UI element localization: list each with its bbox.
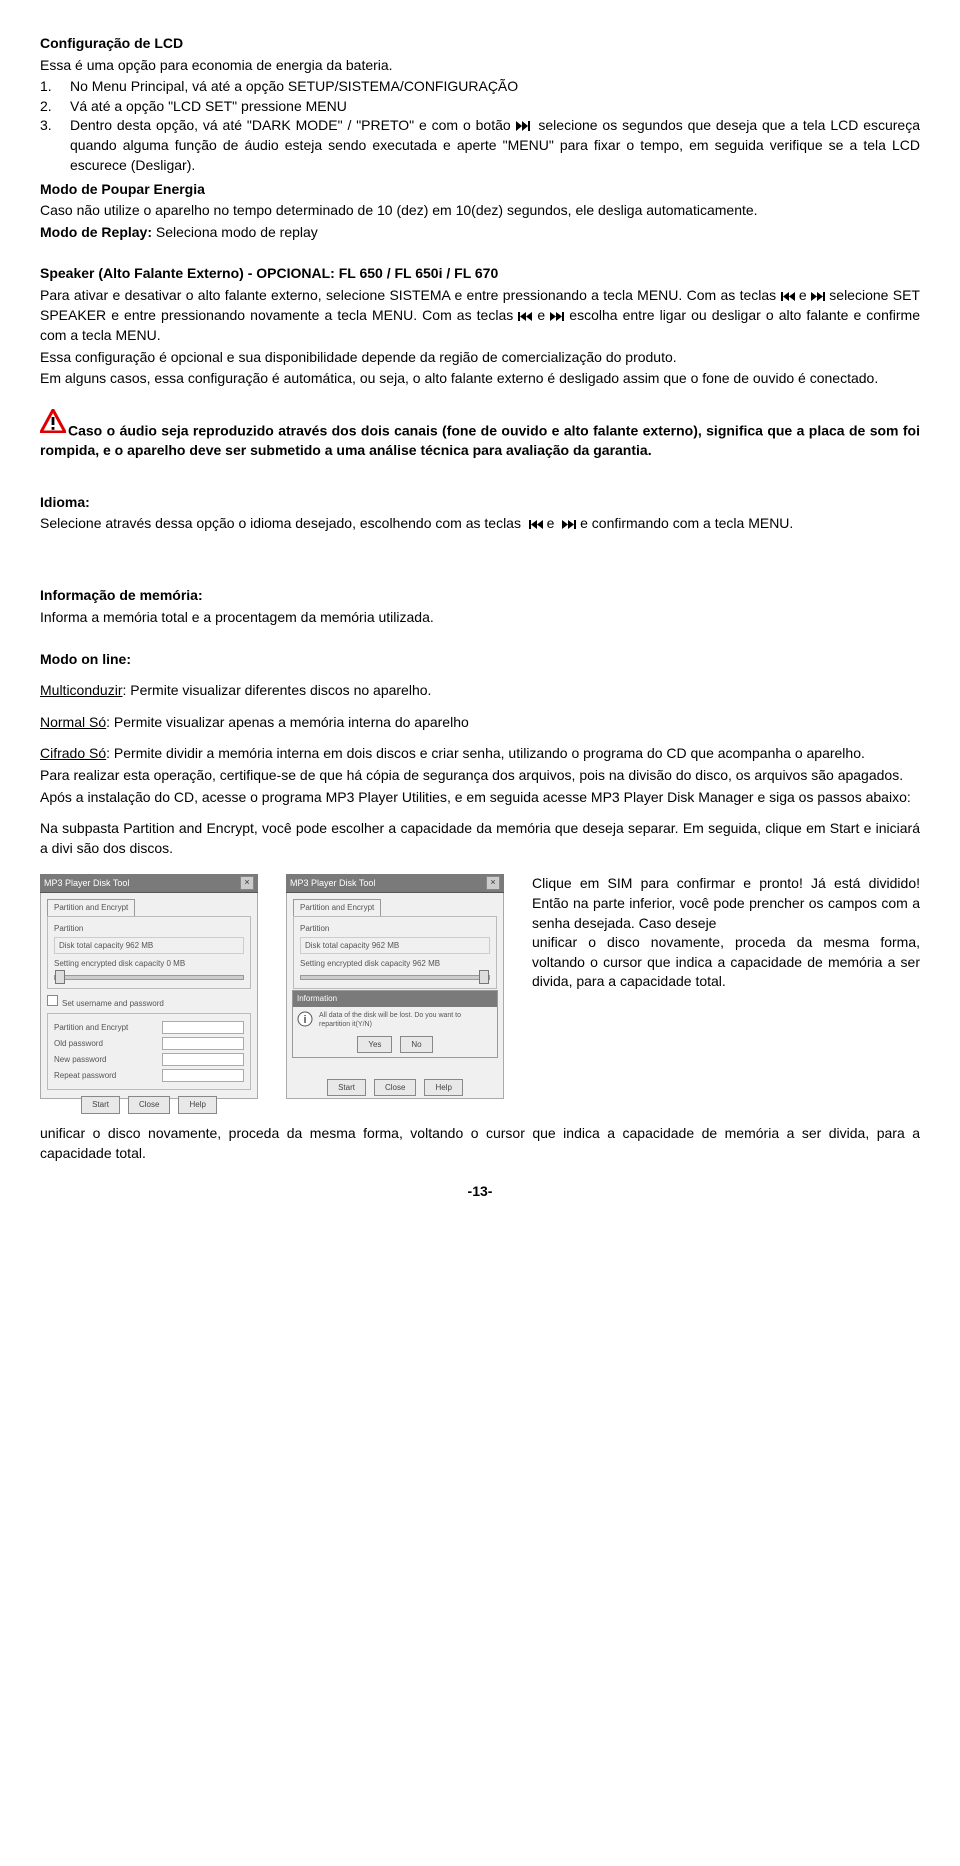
dialogs-row: MP3 Player Disk Tool × Partition and Enc…: [40, 874, 920, 1104]
prev-track-icon: [518, 307, 532, 327]
dialog2-titlebar: MP3 Player Disk Tool ×: [286, 874, 504, 893]
dialog1-f2-label: Old password: [54, 1038, 103, 1049]
cifrado-text: : Permite dividir a memória interna em d…: [106, 745, 865, 761]
normal-label: Normal Só: [40, 714, 106, 730]
dialog2-line1: Disk total capacity 962 MB: [300, 937, 490, 954]
dialog2-title: MP3 Player Disk Tool: [290, 877, 375, 890]
dialog1-tab[interactable]: Partition and Encrypt: [47, 899, 135, 915]
memoria-title: Informação de memória:: [40, 586, 920, 606]
speaker-models: FL 650 / FL 650i / FL 670: [339, 265, 499, 281]
dialog1-close-button[interactable]: ×: [240, 876, 254, 890]
lcd-item1-text: No Menu Principal, vá até a opção SETUP/…: [70, 77, 518, 97]
next-track-icon: [550, 307, 564, 327]
speaker-p2: Essa configuração é opcional e sua dispo…: [40, 348, 920, 368]
online-p2: Após a instalação do CD, acesse o progra…: [40, 788, 920, 808]
idioma-title: Idioma:: [40, 493, 920, 513]
dialog1-close-button[interactable]: Close: [128, 1096, 170, 1113]
dialog1-f1-label: Partition and Encrypt: [54, 1022, 128, 1033]
prev-track-icon: [529, 515, 543, 535]
lcd-title: Configuração de LCD: [40, 34, 920, 54]
side-text: Clique em SIM para confirmar e pronto! J…: [532, 874, 920, 992]
dialog1-slider[interactable]: [54, 975, 244, 980]
prev-track-icon: [781, 287, 795, 307]
multi-label: Multiconduzir: [40, 682, 122, 698]
normal-text: : Permite visualizar apenas a memória in…: [106, 714, 469, 730]
idioma-text: Selecione através dessa opção o idioma d…: [40, 514, 920, 534]
lcd-intro: Essa é uma opção para economia de energi…: [40, 56, 920, 76]
next-track-icon: [516, 117, 534, 137]
dialog1-titlebar: MP3 Player Disk Tool ×: [40, 874, 258, 893]
dialog1-chk-label: Set username and password: [62, 999, 164, 1008]
lcd-item1-num: 1.: [40, 77, 58, 97]
dialog1-group-label: Partition: [54, 923, 244, 934]
dialog-1: MP3 Player Disk Tool × Partition and Enc…: [40, 874, 258, 1104]
dialog2-close-button[interactable]: ×: [486, 876, 500, 890]
dialog1-line1: Disk total capacity 962 MB: [54, 937, 244, 954]
dialog1-f3-input[interactable]: [162, 1053, 244, 1066]
speaker-p3: Em alguns casos, essa configuração é aut…: [40, 369, 920, 389]
dialog1-f1-input[interactable]: [162, 1021, 244, 1034]
energy-title: Modo de Poupar Energia: [40, 180, 920, 200]
page-number: -13-: [40, 1182, 920, 1202]
dialog2-no-button[interactable]: No: [400, 1036, 432, 1053]
footer-text: unificar o disco novamente, proceda da m…: [40, 1124, 920, 1163]
dialog2-info-overlay: Information i All data of the disk will …: [292, 990, 498, 1058]
cifrado-label: Cifrado Só: [40, 745, 106, 761]
replay-text: Seleciona modo de replay: [156, 224, 318, 240]
dialog1-title: MP3 Player Disk Tool: [44, 877, 129, 890]
dialog-2: MP3 Player Disk Tool × Partition and Enc…: [286, 874, 504, 1104]
memoria-text: Informa a memória total e a procentagem …: [40, 608, 920, 628]
next-track-icon: [562, 515, 576, 535]
dialog2-slider[interactable]: [300, 975, 490, 980]
warning-text: Caso o áudio seja reproduzido através do…: [40, 423, 920, 459]
sidetext-p1: Clique em SIM para confirmar e pronto! J…: [532, 874, 920, 933]
dialog2-yes-button[interactable]: Yes: [357, 1036, 392, 1053]
speaker-p1: Para ativar e desativar o alto falante e…: [40, 286, 920, 346]
dialog1-help-button[interactable]: Help: [178, 1096, 216, 1113]
lcd-item2-text: Vá até a opção "LCD SET" pressione MENU: [70, 97, 347, 117]
warning-block: Caso o áudio seja reproduzido através do…: [40, 409, 920, 461]
replay-label: Modo de Replay:: [40, 224, 156, 240]
svg-text:i: i: [303, 1014, 306, 1026]
dialog2-line2: Setting encrypted disk capacity 962 MB: [300, 958, 490, 969]
next-track-icon: [811, 287, 825, 307]
dialog2-group-label: Partition: [300, 923, 490, 934]
speaker-label: Speaker (Alto Falante Externo) - OPCIONA…: [40, 265, 339, 281]
online-title: Modo on line:: [40, 650, 920, 670]
dialog2-start-button[interactable]: Start: [327, 1079, 366, 1096]
dialog2-help-button[interactable]: Help: [424, 1079, 462, 1096]
lcd-item3-text: Dentro desta opção, vá até "DARK MODE" /…: [70, 116, 920, 175]
dialog2-info-title: Information: [293, 991, 497, 1006]
multi-text: : Permite visualizar diferentes discos n…: [122, 682, 431, 698]
dialog2-info-text: All data of the disk will be lost. Do yo…: [319, 1011, 493, 1031]
dialog1-line2: Setting encrypted disk capacity 0 MB: [54, 958, 244, 969]
online-p1: Para realizar esta operação, certifique-…: [40, 766, 920, 786]
lcd-item3-num: 3.: [40, 116, 58, 175]
lcd-item2-num: 2.: [40, 97, 58, 117]
dialog1-f3-label: New password: [54, 1054, 106, 1065]
online-p3: Na subpasta Partition and Encrypt, você …: [40, 819, 920, 858]
info-icon: i: [297, 1011, 313, 1027]
dialog1-f2-input[interactable]: [162, 1037, 244, 1050]
warning-icon: [40, 409, 66, 439]
sidetext-p2: unificar o disco novamente, proceda da m…: [532, 933, 920, 992]
dialog1-f4-input[interactable]: [162, 1069, 244, 1082]
dialog1-start-button[interactable]: Start: [81, 1096, 120, 1113]
dialog2-tab[interactable]: Partition and Encrypt: [293, 899, 381, 915]
dialog2-closebtn-button[interactable]: Close: [374, 1079, 416, 1096]
energy-text: Caso não utilize o aparelho no tempo det…: [40, 201, 920, 221]
dialog1-f4-label: Repeat password: [54, 1070, 116, 1081]
dialog1-checkbox[interactable]: [47, 995, 58, 1006]
